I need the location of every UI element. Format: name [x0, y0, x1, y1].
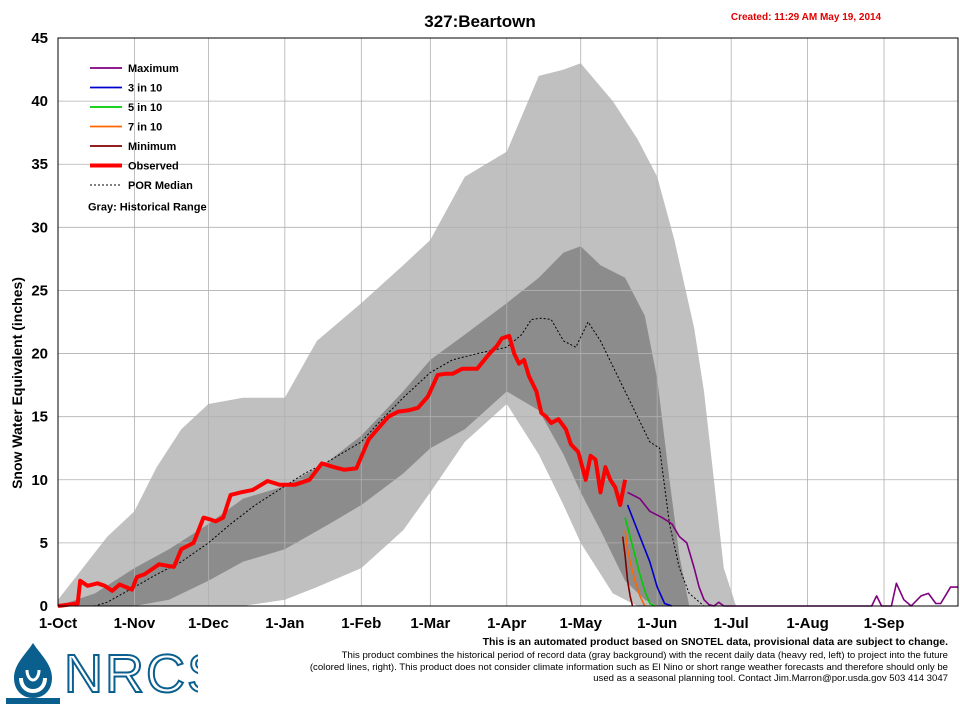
x-tick-label: 1-Jun [637, 615, 677, 632]
disclaimer-heading: This is an automated product based on SN… [482, 636, 948, 648]
y-tick-label: 25 [31, 282, 48, 299]
legend-label: Observed [128, 161, 179, 173]
x-tick-label: 1-Feb [341, 615, 381, 632]
plot-area [57, 37, 959, 608]
series-line-observed [57, 333, 628, 608]
x-axis-ticks: 1-Oct 1-Nov 1-Dec 1-Jan 1-Feb 1-Mar 1-Apr 1-May… [39, 615, 905, 632]
y-tick-label: 10 [31, 472, 48, 489]
y-tick-label: 20 [31, 346, 48, 363]
series-line-por-median [58, 317, 705, 607]
y-axis-ticks: 0 5 10 15 20 25 30 35 40 45 [31, 30, 48, 615]
nrcs-logo: NRCS [6, 640, 224, 706]
legend-item-por-median: POR Median [90, 180, 193, 192]
legend-item-7-in-10: 7 in 10 [90, 122, 162, 134]
legend-label: Maximum [128, 63, 179, 75]
x-tick-label: 1-Sep [864, 615, 905, 632]
y-tick-label: 5 [40, 535, 48, 552]
y-tick-label: 15 [31, 409, 48, 426]
legend-item-minimum: Minimum [90, 141, 176, 153]
legend-label: 5 in 10 [128, 102, 162, 114]
created-timestamp: Created: 11:29 AM May 19, 2014 [731, 12, 882, 23]
y-tick-label: 35 [31, 156, 48, 173]
water-drop-icon [6, 643, 60, 704]
x-tick-label: 1-Apr [487, 615, 526, 632]
legend: Maximum 3 in 10 5 in 10 7 in 10 Minimum Obser… [88, 63, 207, 214]
legend-item-5-in-10: 5 in 10 [90, 102, 162, 114]
y-tick-label: 0 [40, 598, 48, 615]
legend-item-observed: Observed [90, 161, 179, 173]
chart-title: 327:Beartown [424, 12, 535, 31]
series-line-minimum [621, 536, 634, 607]
legend-label: 7 in 10 [128, 122, 162, 134]
x-tick-label: 1-May [559, 615, 602, 632]
historical-range-outer [58, 63, 737, 606]
x-tick-label: 1-Nov [114, 615, 156, 632]
legend-label: POR Median [128, 180, 193, 192]
x-tick-label: 1-Jul [714, 615, 749, 632]
x-tick-label: 1-Jan [265, 615, 304, 632]
y-tick-label: 40 [31, 93, 48, 110]
disclaimer-text: This product combines the historical per… [309, 650, 948, 685]
y-tick-label: 30 [31, 219, 48, 236]
y-tick-label: 45 [31, 30, 48, 47]
historical-range-inner [58, 246, 690, 607]
legend-label: Minimum [128, 141, 176, 153]
legend-item-3-in-10: 3 in 10 [90, 83, 162, 95]
historical-range-bands [58, 63, 737, 607]
nrcs-logo-text: NRCS [64, 644, 198, 704]
series-line-3-in-10 [626, 504, 673, 607]
legend-note: Gray: Historical Range [88, 202, 207, 214]
series-line-5-in-10 [624, 517, 656, 607]
series-line-7-in-10 [624, 530, 646, 607]
y-axis-label: Snow Water Equivalent (inches) [9, 277, 25, 489]
legend-label: 3 in 10 [128, 83, 162, 95]
x-tick-label: 1-Oct [39, 615, 77, 632]
plot-frame [57, 37, 959, 607]
x-tick-label: 1-Dec [188, 615, 229, 632]
x-tick-label: 1-Mar [410, 615, 450, 632]
legend-item-maximum: Maximum [90, 63, 179, 75]
x-tick-label: 1-Aug [786, 615, 829, 632]
